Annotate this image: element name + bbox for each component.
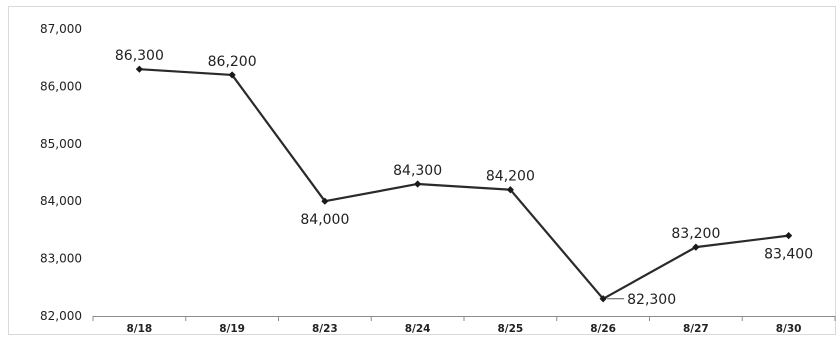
x-tick-label: 8/26 xyxy=(590,323,616,335)
data-label: 82,300 xyxy=(627,292,676,308)
y-tick-label: 84,000 xyxy=(40,194,82,208)
data-point xyxy=(135,65,143,73)
data-label: 83,200 xyxy=(671,226,720,242)
data-labels: 86,300 86,200 84,000 84,300 84,200 82,300 83,2… xyxy=(115,48,813,308)
x-tick-label: 8/25 xyxy=(497,323,523,335)
data-label: 84,300 xyxy=(393,163,442,179)
data-point xyxy=(785,232,793,240)
x-tick-label: 8/18 xyxy=(126,323,152,335)
y-tick-label: 82,000 xyxy=(40,309,82,323)
data-label: 84,000 xyxy=(300,212,349,228)
data-label: 86,200 xyxy=(208,54,257,70)
data-point xyxy=(228,71,236,79)
data-label: 86,300 xyxy=(115,48,164,64)
chart-frame xyxy=(8,6,836,335)
y-tick-label: 86,000 xyxy=(40,79,82,93)
x-tick-label: 8/23 xyxy=(312,323,338,335)
data-point xyxy=(506,186,514,194)
x-tick-label: 8/27 xyxy=(683,323,709,335)
x-axis: 8/18 8/19 8/23 8/24 8/25 8/26 8/27 8/30 xyxy=(92,316,836,335)
y-axis: 82,000 83,000 84,000 85,000 86,000 87,000 xyxy=(40,22,82,323)
x-tick-label: 8/30 xyxy=(776,323,802,335)
x-tick-label: 8/19 xyxy=(219,323,245,335)
series-line xyxy=(139,68,789,300)
y-tick-label: 85,000 xyxy=(40,137,82,151)
data-point xyxy=(321,197,329,205)
y-tick-label: 87,000 xyxy=(40,22,82,36)
data-label: 84,200 xyxy=(486,169,535,185)
data-label: 83,400 xyxy=(764,247,813,263)
data-point xyxy=(414,180,422,188)
y-tick-label: 83,000 xyxy=(40,252,82,266)
data-point xyxy=(599,295,607,303)
data-point xyxy=(692,243,700,251)
series xyxy=(135,65,793,303)
x-tick-label: 8/24 xyxy=(405,323,431,335)
